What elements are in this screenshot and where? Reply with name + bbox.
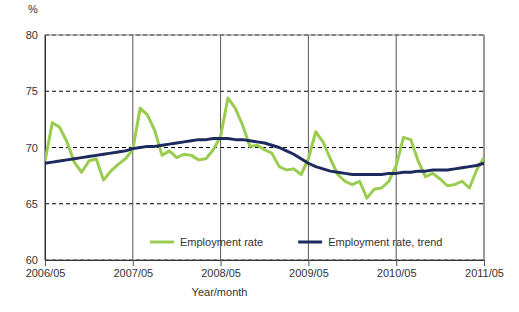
grid xyxy=(45,35,484,260)
x-tick-mark xyxy=(133,260,134,266)
x-tick-label: 2008/05 xyxy=(201,267,241,279)
x-tick: 2006/05 xyxy=(26,260,66,279)
x-axis-line xyxy=(46,260,485,261)
grid-line-x xyxy=(396,35,397,260)
chart: 60657075802006/052007/052008/052009/0520… xyxy=(0,0,519,312)
x-axis-title: Year/month xyxy=(192,286,248,298)
grid-line-x xyxy=(308,35,309,260)
x-axis: 2006/05 2007/05 2008/05 2009/05 2010/05 2011/… xyxy=(26,260,504,279)
grid-line-x xyxy=(220,35,221,260)
legend-swatch xyxy=(150,241,174,244)
y-tick-label: 60 xyxy=(26,254,38,266)
grid-line-y xyxy=(45,203,484,204)
legend-label: Employment rate, trend xyxy=(328,236,442,248)
legend: Employment rate Employment rate, trend xyxy=(150,236,443,248)
series-line xyxy=(45,98,484,198)
x-tick-mark xyxy=(484,260,485,266)
x-tick-mark xyxy=(45,260,46,266)
y-tick: 70 xyxy=(26,142,45,154)
grid-line-y xyxy=(45,91,484,92)
y-tick-label: 80 xyxy=(26,29,38,41)
grid-line-y xyxy=(45,147,484,148)
legend-label: Employment rate xyxy=(180,236,263,248)
x-tick: 2009/05 xyxy=(289,260,329,279)
y-tick: 80 xyxy=(26,29,45,41)
series-line xyxy=(45,139,484,175)
x-tick: 2007/05 xyxy=(113,260,153,279)
x-tick-label: 2011/05 xyxy=(465,267,504,279)
x-tick-label: 2010/05 xyxy=(377,267,417,279)
y-tick: 75 xyxy=(26,85,45,97)
x-tick-mark xyxy=(396,260,397,266)
plot-frame xyxy=(45,35,484,260)
x-tick: 2008/05 xyxy=(201,260,241,279)
x-tick-mark xyxy=(221,260,222,266)
series-group xyxy=(45,98,484,198)
x-tick-label: 2006/05 xyxy=(26,267,66,279)
x-tick: 2010/05 xyxy=(377,260,417,279)
y-tick: 60 xyxy=(26,254,45,266)
y-tick-label: 75 xyxy=(26,85,38,97)
x-tick-label: 2009/05 xyxy=(289,267,329,279)
plot-area: 60657075802006/052007/052008/052009/0520… xyxy=(26,29,504,279)
legend-item: Employment rate xyxy=(150,236,263,248)
y-axis-title: % xyxy=(28,3,38,15)
y-axis: 60 65 70 75 80 xyxy=(26,29,46,266)
legend-swatch xyxy=(298,241,322,244)
y-tick-label: 65 xyxy=(26,198,38,210)
y-tick: 65 xyxy=(26,198,45,210)
x-tick-label: 2007/05 xyxy=(113,267,153,279)
x-tick-mark xyxy=(308,260,309,266)
legend-item: Employment rate, trend xyxy=(298,236,442,248)
y-tick-label: 70 xyxy=(26,142,38,154)
x-tick: 2011/05 xyxy=(465,260,504,279)
y-axis-line xyxy=(45,36,46,261)
